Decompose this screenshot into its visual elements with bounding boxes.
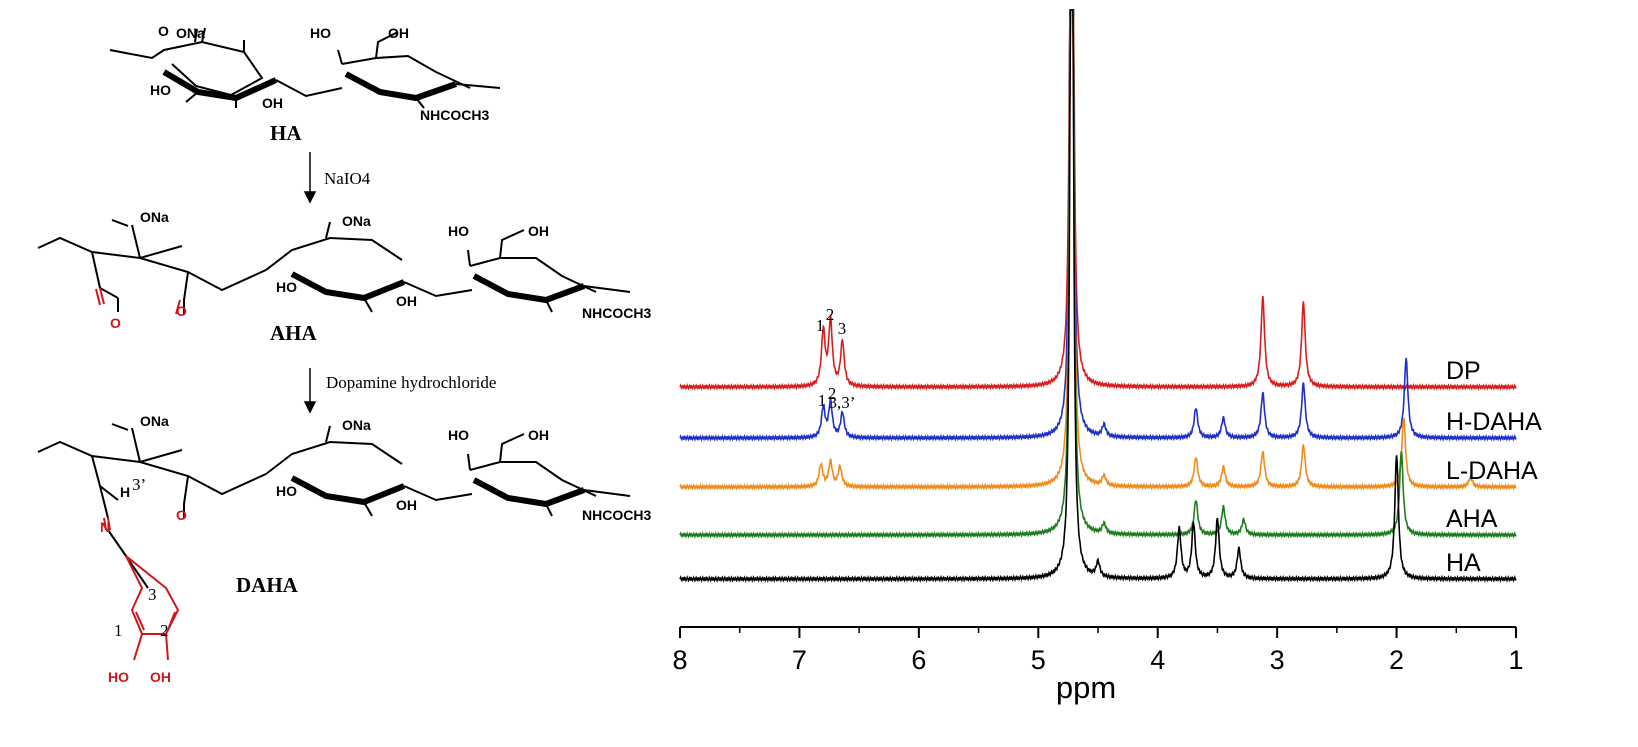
x-axis-label: ppm (1056, 670, 1116, 705)
series-label: AHA (1446, 505, 1498, 533)
oh-label: OH (396, 497, 417, 513)
nhcoch3-label: NHCOCH3 (582, 507, 651, 523)
series-label: DP (1446, 357, 1481, 385)
imine-n-label: N (100, 519, 110, 535)
ring-num-2: 2 (160, 621, 169, 640)
spectrum-l-daha (679, 9, 1517, 491)
imine-h-label: H (120, 484, 130, 500)
ho-label: HO (310, 25, 331, 41)
o-label: O (158, 23, 169, 39)
ring-num-3: 3 (148, 585, 157, 604)
spectrum-dp (679, 9, 1517, 391)
nhcoch3-label: NHCOCH3 (420, 107, 489, 123)
nhcoch3-label: NHCOCH3 (582, 305, 651, 321)
x-tick-label: 6 (911, 645, 926, 675)
compound-aha-name: AHA (270, 321, 318, 345)
x-tick-label: 4 (1150, 645, 1165, 675)
spectrum-aha (679, 9, 1517, 540)
spectrum-h-daha (679, 9, 1517, 442)
series-label: L-DAHA (1446, 457, 1538, 485)
catechol-oh-label: OH (150, 669, 171, 685)
ona-label: ONa (342, 213, 371, 229)
reaction-scheme: ONa O HO OH HO OH NHCOCH3 HA NaIO4 ONa O… (37, 23, 651, 685)
oh-label: OH (388, 25, 409, 41)
x-tick-label: 1 (1508, 645, 1523, 675)
x-tick-label: 2 (1389, 645, 1404, 675)
peak-label-h-daha: 1 (818, 391, 827, 410)
compound-ha-name: HA (270, 121, 302, 145)
reagent-dopamine: Dopamine hydrochloride (326, 373, 496, 392)
ho-label: HO (448, 427, 469, 443)
compound-daha-name: DAHA (236, 573, 299, 597)
peak-label-dp: 2 (826, 305, 835, 324)
x-tick-label: 3 (1270, 645, 1285, 675)
x-tick-label: 8 (672, 645, 687, 675)
spectrum-ha (679, 9, 1517, 584)
ona-label: ONa (140, 413, 169, 429)
series-label: HA (1446, 549, 1481, 577)
ho-label: HO (150, 82, 171, 98)
ona-label: ONa (176, 25, 205, 41)
ho-label: HO (276, 279, 297, 295)
aldehyde-o-label: O (176, 303, 187, 319)
peak-label-h-daha: 2 (828, 384, 837, 403)
peak-label-dp: 3 (838, 319, 847, 338)
ho-label: HO (276, 483, 297, 499)
ring-num-1: 1 (114, 621, 123, 640)
x-axis: 8 7 6 5 4 3 2 1 (672, 626, 1524, 675)
x-tick-label: 5 (1031, 645, 1046, 675)
oh-label: OH (528, 427, 549, 443)
reagent-naio4: NaIO4 (324, 169, 371, 188)
aldehyde-o-label: O (110, 315, 121, 331)
series-label: H-DAHA (1446, 408, 1542, 436)
ho-label: HO (448, 223, 469, 239)
x-tick-label: 7 (792, 645, 807, 675)
aldehyde-o-label: O (176, 507, 187, 523)
ona-label: ONa (342, 417, 371, 433)
oh-label: OH (396, 293, 417, 309)
spectra-traces: DP H-DAHA L-DAHA AHA HA (679, 9, 1542, 584)
peak-label-dp: 1 (816, 316, 825, 335)
ona-label: ONa (140, 209, 169, 225)
catechol-ho-label: HO (108, 669, 129, 685)
oh-label: OH (528, 223, 549, 239)
peak-label-h-daha: 3,3’ (829, 393, 856, 412)
h3-prime-label: 3’ (132, 475, 146, 494)
oh-label: OH (262, 95, 283, 111)
